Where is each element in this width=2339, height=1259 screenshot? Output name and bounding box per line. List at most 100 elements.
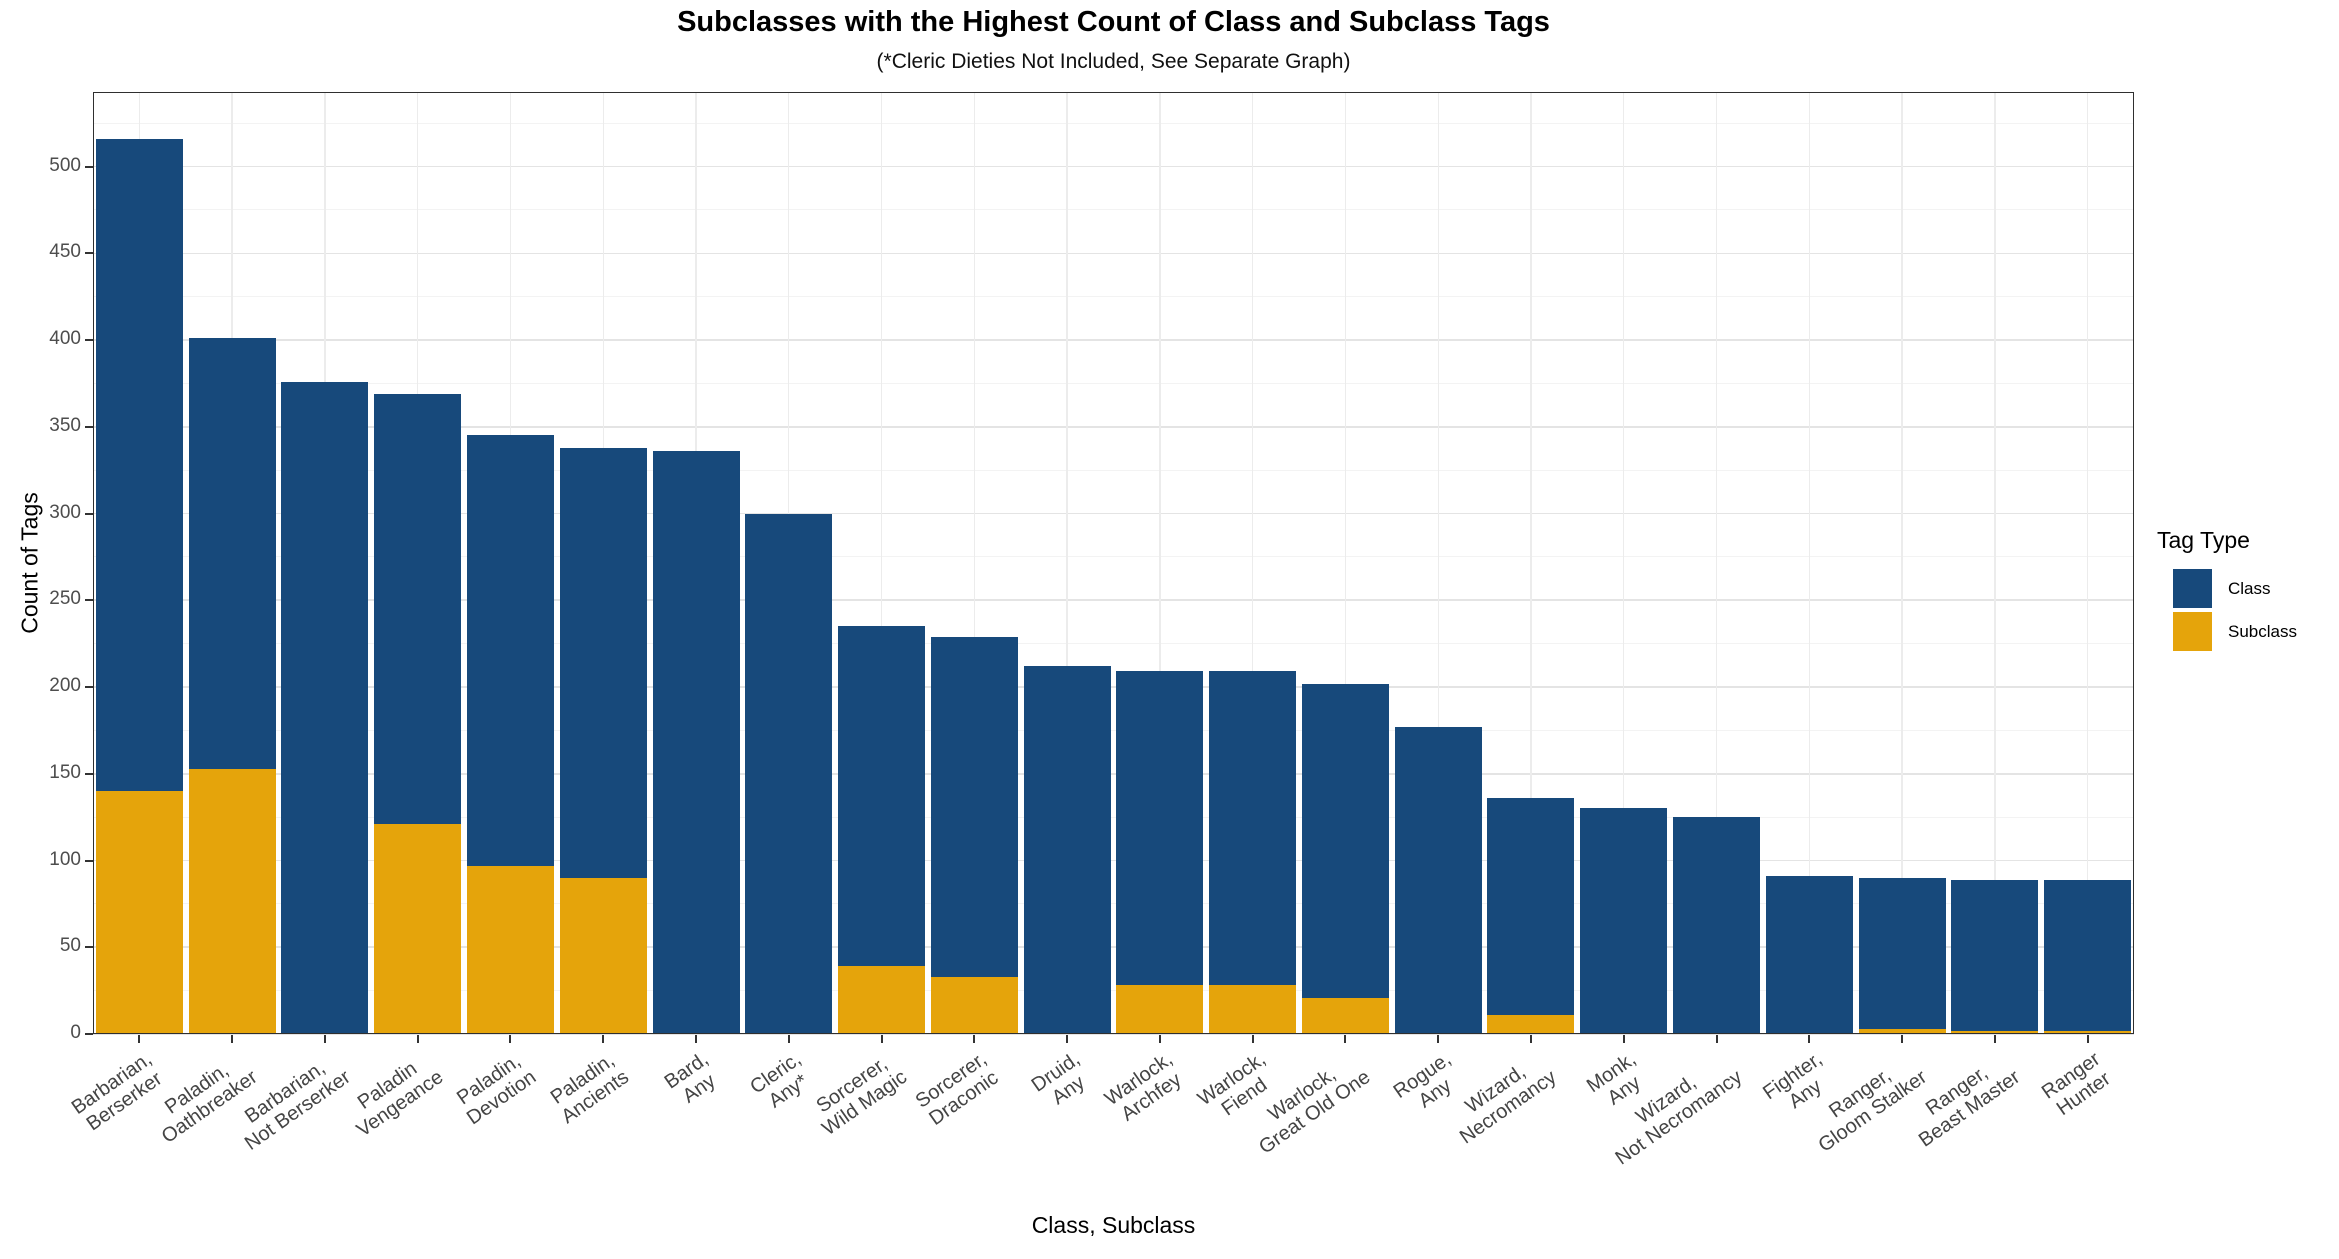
y-tick-label: 200 (49, 675, 81, 697)
x-tick-mark (1715, 1035, 1718, 1043)
bar-segment-class (1951, 879, 2039, 1031)
gridline-minor-h (93, 903, 2134, 905)
bar-segment-subclass (1116, 985, 1204, 1034)
gridline-v (2086, 92, 2089, 1034)
x-tick-mark (880, 1035, 883, 1043)
x-tick-label: Sorcerer, Draconic (911, 1048, 1003, 1131)
y-tick-mark (85, 425, 93, 428)
y-tick-mark (85, 165, 93, 168)
y-tick-mark (85, 339, 93, 342)
gridline-minor-h (93, 556, 2134, 558)
gridline-v (1251, 92, 1254, 1034)
x-tick-label: Bard, Any (660, 1048, 721, 1108)
y-tick-label: 300 (49, 501, 81, 523)
x-tick-mark (231, 1035, 234, 1043)
gridline-v (1066, 92, 1068, 1034)
y-tick-mark (85, 859, 93, 862)
x-tick-mark (138, 1035, 141, 1043)
gridline-minor-h (93, 296, 2134, 298)
x-tick-mark (1251, 1035, 1254, 1043)
bar-segment-subclass (838, 966, 926, 1034)
x-tick-label: Ranger Hunter (2037, 1048, 2115, 1121)
bar-segment-subclass (930, 976, 1018, 1034)
y-tick-mark (85, 252, 93, 255)
gridline-minor-h (93, 382, 2134, 384)
gridline-v (973, 92, 976, 1034)
x-tick-mark (1993, 1035, 1996, 1043)
x-tick-mark (695, 1035, 698, 1043)
bar-segment-class (188, 338, 276, 769)
x-tick-mark (787, 1035, 790, 1043)
bar-segment-class (1580, 808, 1668, 1034)
bar-segment-class (1116, 671, 1204, 986)
y-tick-label: 400 (49, 328, 81, 350)
gridline-minor-h (93, 729, 2134, 731)
bar-segment-class (281, 381, 369, 1034)
bar-segment-class (1394, 726, 1482, 1034)
legend-item: Class (2157, 569, 2297, 608)
gridline-v (1437, 92, 1439, 1034)
bar-segment-subclass (1301, 997, 1389, 1034)
x-tick-mark (1344, 1035, 1347, 1043)
bar-segment-subclass (559, 877, 647, 1034)
x-tick-label: Paladin Vengeance (352, 1057, 448, 1142)
bar-segment-class (1858, 877, 1946, 1029)
gridline-major-h (93, 946, 2134, 949)
bar-segment-subclass (2044, 1030, 2132, 1034)
bar-segment-class (745, 513, 833, 1034)
chart-title: Subclasses with the Highest Count of Cla… (677, 6, 1550, 38)
bar-segment-subclass (188, 768, 276, 1034)
bar-segment-class (95, 138, 183, 792)
gridline-minor-h (93, 209, 2134, 211)
bar-segment-class (930, 636, 1018, 977)
bar-segment-class (2044, 879, 2132, 1031)
chart-subtitle: (*Cleric Dieties Not Included, See Separ… (876, 50, 1351, 73)
x-tick-label: Wizard, Necromancy (1455, 1060, 1561, 1149)
gridline-v (1159, 92, 1161, 1034)
bar-segment-class (559, 447, 647, 878)
x-tick-label: Warlock, Archfey (1100, 1048, 1186, 1126)
bar-segment-class (652, 451, 740, 1034)
legend-title: Tag Type (2157, 527, 2250, 553)
gridline-v (1994, 92, 1996, 1034)
gridline-major-h (93, 339, 2134, 341)
gridline-major-h (93, 772, 2134, 775)
y-tick-mark (85, 686, 93, 689)
x-tick-mark (416, 1035, 419, 1043)
gridline-minor-h (93, 990, 2134, 992)
y-tick-mark (85, 512, 93, 515)
x-tick-mark (2086, 1035, 2089, 1043)
x-tick-mark (1529, 1035, 1532, 1043)
x-tick-mark (1066, 1035, 1069, 1043)
x-tick-label: Druid, Any (1027, 1048, 1089, 1110)
bar-segment-class (1209, 671, 1297, 986)
x-tick-mark (1158, 1035, 1161, 1043)
bar-segment-subclass (1951, 1030, 2039, 1034)
legend: Tag Type Class Subclass (2157, 527, 2297, 651)
bar-segment-class (838, 626, 926, 967)
x-tick-mark (1622, 1035, 1625, 1043)
bar-segment-class (1023, 666, 1111, 1034)
gridline-minor-h (93, 643, 2134, 645)
y-tick-mark (85, 772, 93, 775)
bar-segment-class (1487, 798, 1575, 1015)
gridline-v (1530, 92, 1532, 1034)
gridline-major-h (93, 252, 2134, 255)
bar-segment-subclass (1209, 985, 1297, 1034)
gridline-v (1901, 92, 1903, 1034)
y-tick-mark (85, 946, 93, 949)
x-tick-label: Ranger, Beast Master (1915, 1061, 2025, 1152)
legend-item: Subclass (2157, 612, 2297, 651)
bar-segment-subclass (466, 865, 554, 1034)
gridline-minor-h (93, 816, 2134, 818)
bar-segment-class (466, 435, 554, 866)
bar-segment-subclass (1858, 1028, 1946, 1034)
y-tick-label: 150 (49, 761, 81, 783)
bar-segment-class (1673, 817, 1761, 1034)
gridline-major-h (93, 426, 2134, 428)
y-tick-label: 0 (70, 1022, 81, 1043)
gridline-v (1623, 92, 1625, 1034)
gridline-major-h (93, 599, 2134, 602)
